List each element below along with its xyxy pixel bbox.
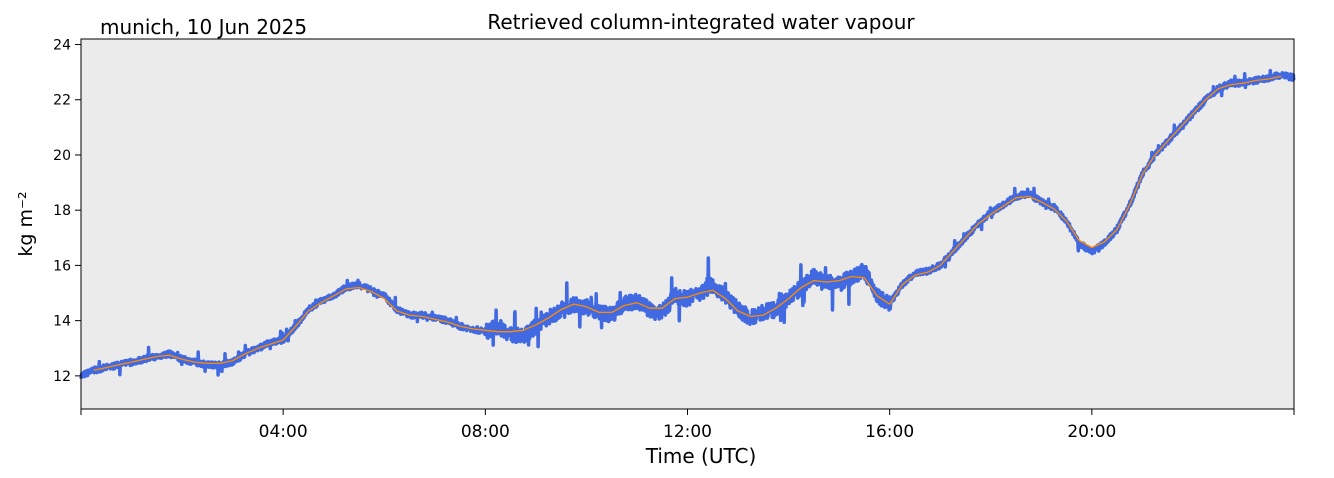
raw-series-layer [79, 68, 1296, 380]
x-tick-label: 04:00 [259, 422, 308, 442]
y-tick-label: 16 [53, 258, 71, 274]
y-axis-ticks: 12 14 16 18 20 22 24 [53, 38, 81, 385]
x-tick-label: 08:00 [461, 422, 510, 442]
y-axis-label: kg m⁻² [15, 191, 37, 256]
location-date-label: munich, 10 Jun 2025 [100, 15, 307, 39]
chart-title: Retrieved column-integrated water vapour [487, 10, 915, 34]
y-tick-label: 20 [53, 148, 71, 164]
smoothed-series-layer [93, 75, 1282, 371]
x-tick-label: 12:00 [663, 422, 712, 442]
raw-series-line [79, 68, 1296, 380]
y-tick-label: 24 [53, 38, 71, 54]
x-axis-label: Time (UTC) [645, 444, 757, 468]
y-tick-label: 22 [53, 93, 71, 109]
x-tick-label: 20:00 [1067, 422, 1116, 442]
y-tick-label: 12 [53, 369, 71, 385]
y-tick-label: 18 [53, 203, 71, 219]
plot-background [81, 39, 1294, 409]
smoothed-series-line [93, 75, 1282, 371]
x-tick-label: 16:00 [865, 422, 914, 442]
y-tick-label: 14 [53, 314, 71, 330]
x-axis-ticks: 04:00 08:00 12:00 16:00 20:00 [80, 409, 1295, 442]
